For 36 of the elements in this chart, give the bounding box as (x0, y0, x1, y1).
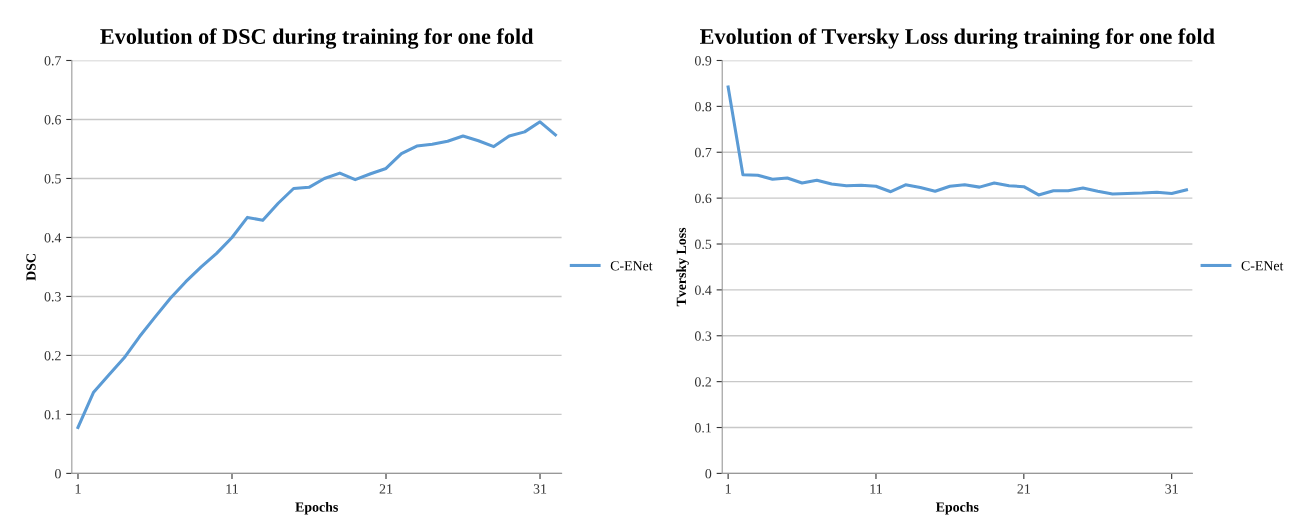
y-tick-label: 0.5 (44, 174, 61, 184)
line-series (76, 120, 557, 429)
y-tick-label: 0.4 (694, 285, 712, 295)
x-tick-label: 1 (75, 484, 81, 494)
y-tick-label: 0 (705, 468, 712, 479)
y-tick-label: 0.9 (694, 56, 712, 66)
y-tick-label: 0.7 (694, 147, 712, 158)
chart-title: Evolution of DSC during training for one fold (100, 28, 534, 49)
y-tick-label: 0.7 (44, 56, 62, 66)
legend-label: C-ENet (1241, 261, 1284, 271)
chart-title: Evolution of Tversky Loss during training for one fold (700, 28, 1215, 49)
y-axis-title: DSC (26, 254, 36, 281)
x-axis-title: Epochs (935, 501, 979, 515)
y-tick-label: 0.1 (44, 410, 61, 420)
y-tick-label: 0.4 (44, 233, 62, 243)
x-tick-label: 11 (870, 484, 882, 494)
x-axis-title: Epochs (295, 501, 338, 515)
y-tick-label: 0.6 (44, 115, 61, 125)
x-tick-label: 21 (1017, 484, 1030, 494)
y-axis-title: Tversky Loss (676, 227, 689, 307)
x-tick-label: 31 (533, 484, 547, 494)
y-tick-label: 0.5 (694, 239, 712, 250)
x-tick-label: 21 (379, 484, 393, 494)
y-tick-label: 0 (55, 468, 61, 479)
y-tick-label: 0.2 (694, 377, 712, 387)
legend-label: C-ENet (610, 261, 653, 271)
y-tick-label: 0.1 (694, 423, 711, 433)
y-tick-label: 0.3 (44, 292, 61, 302)
y-tick-label: 0.6 (694, 193, 712, 204)
line-series (726, 85, 1188, 197)
x-tick-label: 11 (226, 484, 238, 494)
x-tick-label: 31 (1165, 484, 1178, 494)
y-tick-label: 0.8 (694, 101, 712, 112)
x-tick-label: 1 (725, 484, 731, 494)
y-tick-label: 0.3 (694, 331, 712, 341)
y-tick-label: 0.2 (44, 351, 61, 361)
